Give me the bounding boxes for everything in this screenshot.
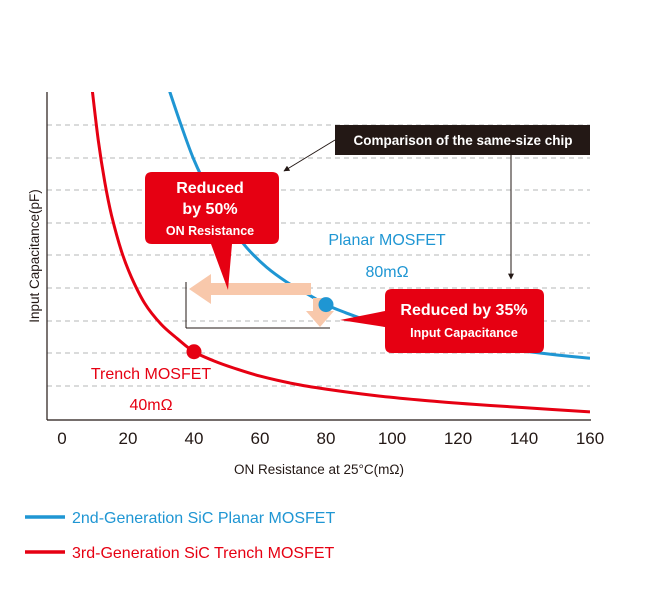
comparison-label-box: [335, 125, 590, 155]
callout-on-resistance-line1: Reduced: [176, 180, 244, 197]
trench-series-label: Trench MOSFET: [91, 366, 212, 383]
callout-input-capacitance: [340, 289, 544, 353]
x-tick-label: 120: [444, 429, 472, 448]
x-tick-label: 0: [57, 429, 66, 448]
comparison-label: Comparison of the same-size chip: [353, 133, 572, 148]
legend-label-trench: 3rd-Generation SiC Trench MOSFET: [72, 545, 335, 562]
trench-value-label: 40mΩ: [129, 397, 172, 414]
legend-label-planar: 2nd-Generation SiC Planar MOSFET: [72, 510, 335, 527]
callout-on-resistance-line3: ON Resistance: [166, 224, 254, 238]
callout-input-capacitance-line1: Reduced by 35%: [400, 302, 527, 319]
comparison-pointer-left: [283, 139, 336, 172]
data-point-planar: [318, 297, 334, 313]
x-tick-label: 80: [317, 429, 336, 448]
x-axis-label: ON Resistance at 25°C(mΩ): [234, 462, 404, 477]
x-tick-label: 60: [251, 429, 270, 448]
x-tick-label: 40: [185, 429, 204, 448]
x-tick-label: 140: [510, 429, 538, 448]
planar-value-label: 80mΩ: [365, 264, 408, 281]
callout-on-resistance-line2: by 50%: [182, 201, 237, 218]
data-point-trench: [186, 344, 202, 360]
reduction-arrow-left: [189, 274, 311, 304]
y-axis-label: Input Capacitance(pF): [27, 189, 42, 323]
x-tick-label: 20: [119, 429, 138, 448]
planar-series-label: Planar MOSFET: [328, 232, 446, 249]
x-tick-label: 100: [378, 429, 406, 448]
x-tick-label: 160: [576, 429, 604, 448]
legend: 2nd-Generation SiC Planar MOSFET 3rd-Gen…: [25, 510, 335, 562]
callout-input-capacitance-line2: Input Capacitance: [410, 326, 518, 340]
x-tick-labels: 0 20 40 60 80 100 120 140 160: [57, 429, 604, 448]
series-line-trench: [90, 92, 590, 414]
callout-on-resistance: [145, 172, 279, 290]
